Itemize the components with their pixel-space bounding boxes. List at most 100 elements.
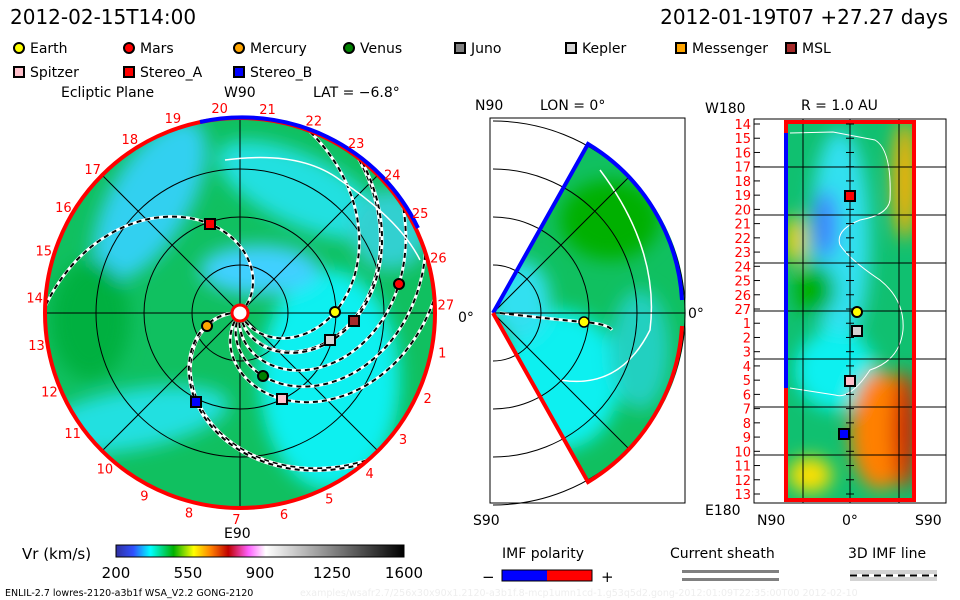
stereo-a-marker [123, 66, 135, 78]
kepler-marker [851, 325, 863, 337]
carrington-tick: 9 [140, 489, 148, 504]
legend-item-messenger: Messenger [675, 41, 768, 57]
legend-label: Spitzer [30, 65, 79, 81]
carrington-tick: 17 [84, 163, 101, 178]
carrington-tick: 21 [259, 103, 276, 118]
longitude-tick: 5 [743, 374, 751, 389]
kepler-marker [324, 334, 336, 346]
earth-marker [851, 306, 863, 318]
carrington-tick: 16 [55, 201, 72, 216]
s90-label: S90 [473, 513, 500, 529]
legend-item-msl: MSL [785, 41, 831, 57]
longitude-tick: 13 [734, 488, 751, 503]
longitude-tick: 22 [734, 232, 751, 247]
legend-label: Juno [470, 41, 501, 57]
colorbar-tick: 1600 [385, 564, 423, 582]
mercury-marker [233, 42, 245, 54]
carrington-tick: 12 [41, 385, 58, 400]
carrington-tick: 23 [348, 137, 365, 152]
legend-item-stereo-a: Stereo_A [123, 65, 203, 81]
kepler-marker [565, 42, 577, 54]
sun-icon [230, 303, 250, 323]
legend-label: Mars [140, 41, 174, 57]
lon-label: LON = 0° [540, 98, 605, 114]
legend-label: Stereo_A [140, 65, 203, 81]
carrington-tick: 13 [28, 339, 45, 354]
carrington-tick: 3 [399, 433, 407, 448]
current-sheath-line [224, 156, 421, 261]
sheath-title: Current sheath [670, 546, 775, 562]
carrington-tick: 4 [365, 467, 373, 482]
carrington-tick: 18 [122, 133, 139, 148]
e90-label: E90 [224, 526, 251, 542]
colorbar-tick: 900 [246, 564, 275, 582]
mars-marker [123, 42, 135, 54]
longitude-tick: 18 [734, 175, 751, 190]
stereo-b-marker [233, 66, 245, 78]
carrington-tick: 10 [97, 462, 114, 477]
legend-label: Kepler [582, 41, 626, 57]
msl-marker [785, 42, 797, 54]
n90-label: N90 [475, 98, 503, 114]
legend-item-earth: Earth [13, 41, 68, 57]
meridional-panel: N90 LON = 0° S90 0° [473, 98, 704, 529]
earth-marker [13, 42, 25, 54]
legend-label: MSL [802, 41, 831, 57]
stereo-b-marker [190, 396, 202, 408]
carrington-tick: 5 [325, 493, 333, 508]
spitzer-marker [844, 375, 856, 387]
imf-line-dash [187, 312, 375, 472]
planet-legend: Earth Mars Mercury Venus Juno Kepler Messenger… [13, 41, 831, 81]
legend-item-venus: Venus [343, 41, 402, 57]
venus-marker [257, 370, 269, 382]
stereo-a-marker [204, 218, 216, 230]
legend-item-spitzer: Spitzer [13, 65, 79, 81]
longitude-tick: 19 [734, 189, 751, 204]
imf-line-dash [45, 215, 254, 317]
colorbar-tick: 200 [102, 564, 131, 582]
legend-label: Stereo_B [250, 65, 312, 81]
lat-label: LAT = −6.8° [313, 85, 400, 101]
carrington-tick: 19 [165, 112, 182, 127]
imf-line-dash [234, 242, 428, 388]
longitude-tick: 6 [743, 388, 751, 403]
imf-line-dash [241, 148, 382, 353]
imf-line-dash [229, 288, 435, 404]
msl-marker [348, 315, 360, 327]
model-time: 2012-02-15T14:00 [10, 5, 196, 29]
w90-label: W90 [224, 85, 256, 101]
longitude-tick: 16 [734, 146, 751, 161]
mars-marker [393, 278, 405, 290]
carrington-tick: 15 [35, 244, 52, 259]
mercury-marker [201, 320, 213, 332]
earth-marker [578, 316, 590, 328]
venus-marker [343, 42, 355, 54]
colorbar-label: Vr (km/s) [22, 545, 91, 563]
w180-label: W180 [705, 101, 746, 117]
longitude-tick: 1 [743, 317, 751, 332]
longitude-tick: 23 [734, 246, 751, 261]
juno-marker [454, 42, 466, 54]
colorbar-tick: 1250 [313, 564, 351, 582]
footer-path: examples/wsafr2.7/256x30x90x1.2120-a3b1f… [300, 588, 858, 599]
imf-line-title: 3D IMF line [848, 546, 926, 562]
imf-line-legend: 3D IMF line [848, 546, 937, 581]
earth-marker [329, 306, 341, 318]
s90-label: S90 [915, 513, 942, 529]
imf-title: IMF polarity [502, 546, 584, 562]
longitude-tick: 3 [743, 346, 751, 361]
longitude-tick: 24 [734, 260, 751, 275]
radial-panel: 1415161718192021222324252627123456789101… [705, 98, 947, 529]
carrington-tick: 8 [185, 507, 193, 522]
longitude-tick: 12 [734, 474, 751, 489]
legend-label: Mercury [250, 41, 307, 57]
ecliptic-panel: Ecliptic Plane W90 LAT = −6.8° E90 0° 19… [26, 85, 474, 542]
n90-label: N90 [757, 513, 785, 529]
imf-line-dash [189, 312, 379, 470]
carrington-tick: 6 [280, 508, 288, 523]
footer-version: ENLIL-2.7 lowres-2120-a3b1f WSA_V2.2 GON… [5, 588, 253, 599]
carrington-tick: 24 [384, 168, 401, 183]
legend-item-mars: Mars [123, 41, 174, 57]
stereo-b-marker [838, 428, 850, 440]
legend-item-kepler: Kepler [565, 41, 626, 57]
